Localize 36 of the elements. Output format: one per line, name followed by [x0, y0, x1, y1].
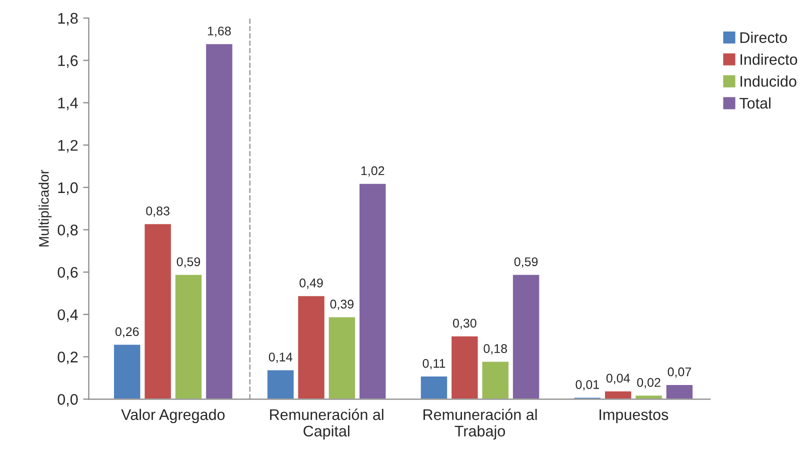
y-axis-title: Multiplicador: [38, 170, 52, 246]
x-tick-label: Valor Agregado: [121, 408, 225, 424]
text: 0,49: [300, 278, 323, 289]
text: 0,30: [453, 318, 476, 330]
legend-label: Inducido: [740, 76, 796, 87]
y-tick-label: 1,6: [58, 55, 78, 68]
y-tick-label: 0,6: [58, 266, 78, 280]
y-tick-label: 0,4: [58, 309, 78, 322]
y-tick-label: 1,8: [58, 12, 78, 26]
y-tick-label: 1,4: [58, 98, 78, 110]
text: 0,59: [176, 257, 200, 268]
legend-label: Indirecto: [740, 54, 798, 65]
text: 0,04: [606, 374, 630, 384]
legend-label: Total: [740, 97, 770, 109]
text: 0,39: [330, 300, 354, 310]
text: 0,07: [668, 367, 692, 378]
text: 1,68: [208, 26, 231, 37]
text: 0,59: [514, 257, 538, 268]
y-tick-label: 0,2: [58, 352, 78, 364]
y-tick-label: 0,0: [58, 394, 78, 407]
legend-label: Directo: [740, 32, 787, 44]
text: 0,26: [115, 327, 139, 338]
text: 1,02: [361, 166, 384, 177]
x-tick-label: Remuneración al Trabajo: [424, 408, 537, 440]
text: 0,11: [422, 358, 446, 370]
text: 0,18: [484, 344, 507, 354]
y-tick-label: 0,8: [58, 224, 78, 238]
text: 0,83: [146, 206, 170, 217]
text: 0,14: [268, 352, 292, 363]
y-tick-label: 1,0: [58, 182, 78, 195]
y-tick-label: 1,2: [58, 140, 78, 153]
text: 0,02: [637, 378, 660, 388]
bar: [112, 343, 142, 400]
text: 0,01: [576, 380, 599, 390]
x-tick-label: Impuestos: [600, 409, 668, 424]
x-tick-label: Remuneración al Capital: [270, 408, 384, 440]
